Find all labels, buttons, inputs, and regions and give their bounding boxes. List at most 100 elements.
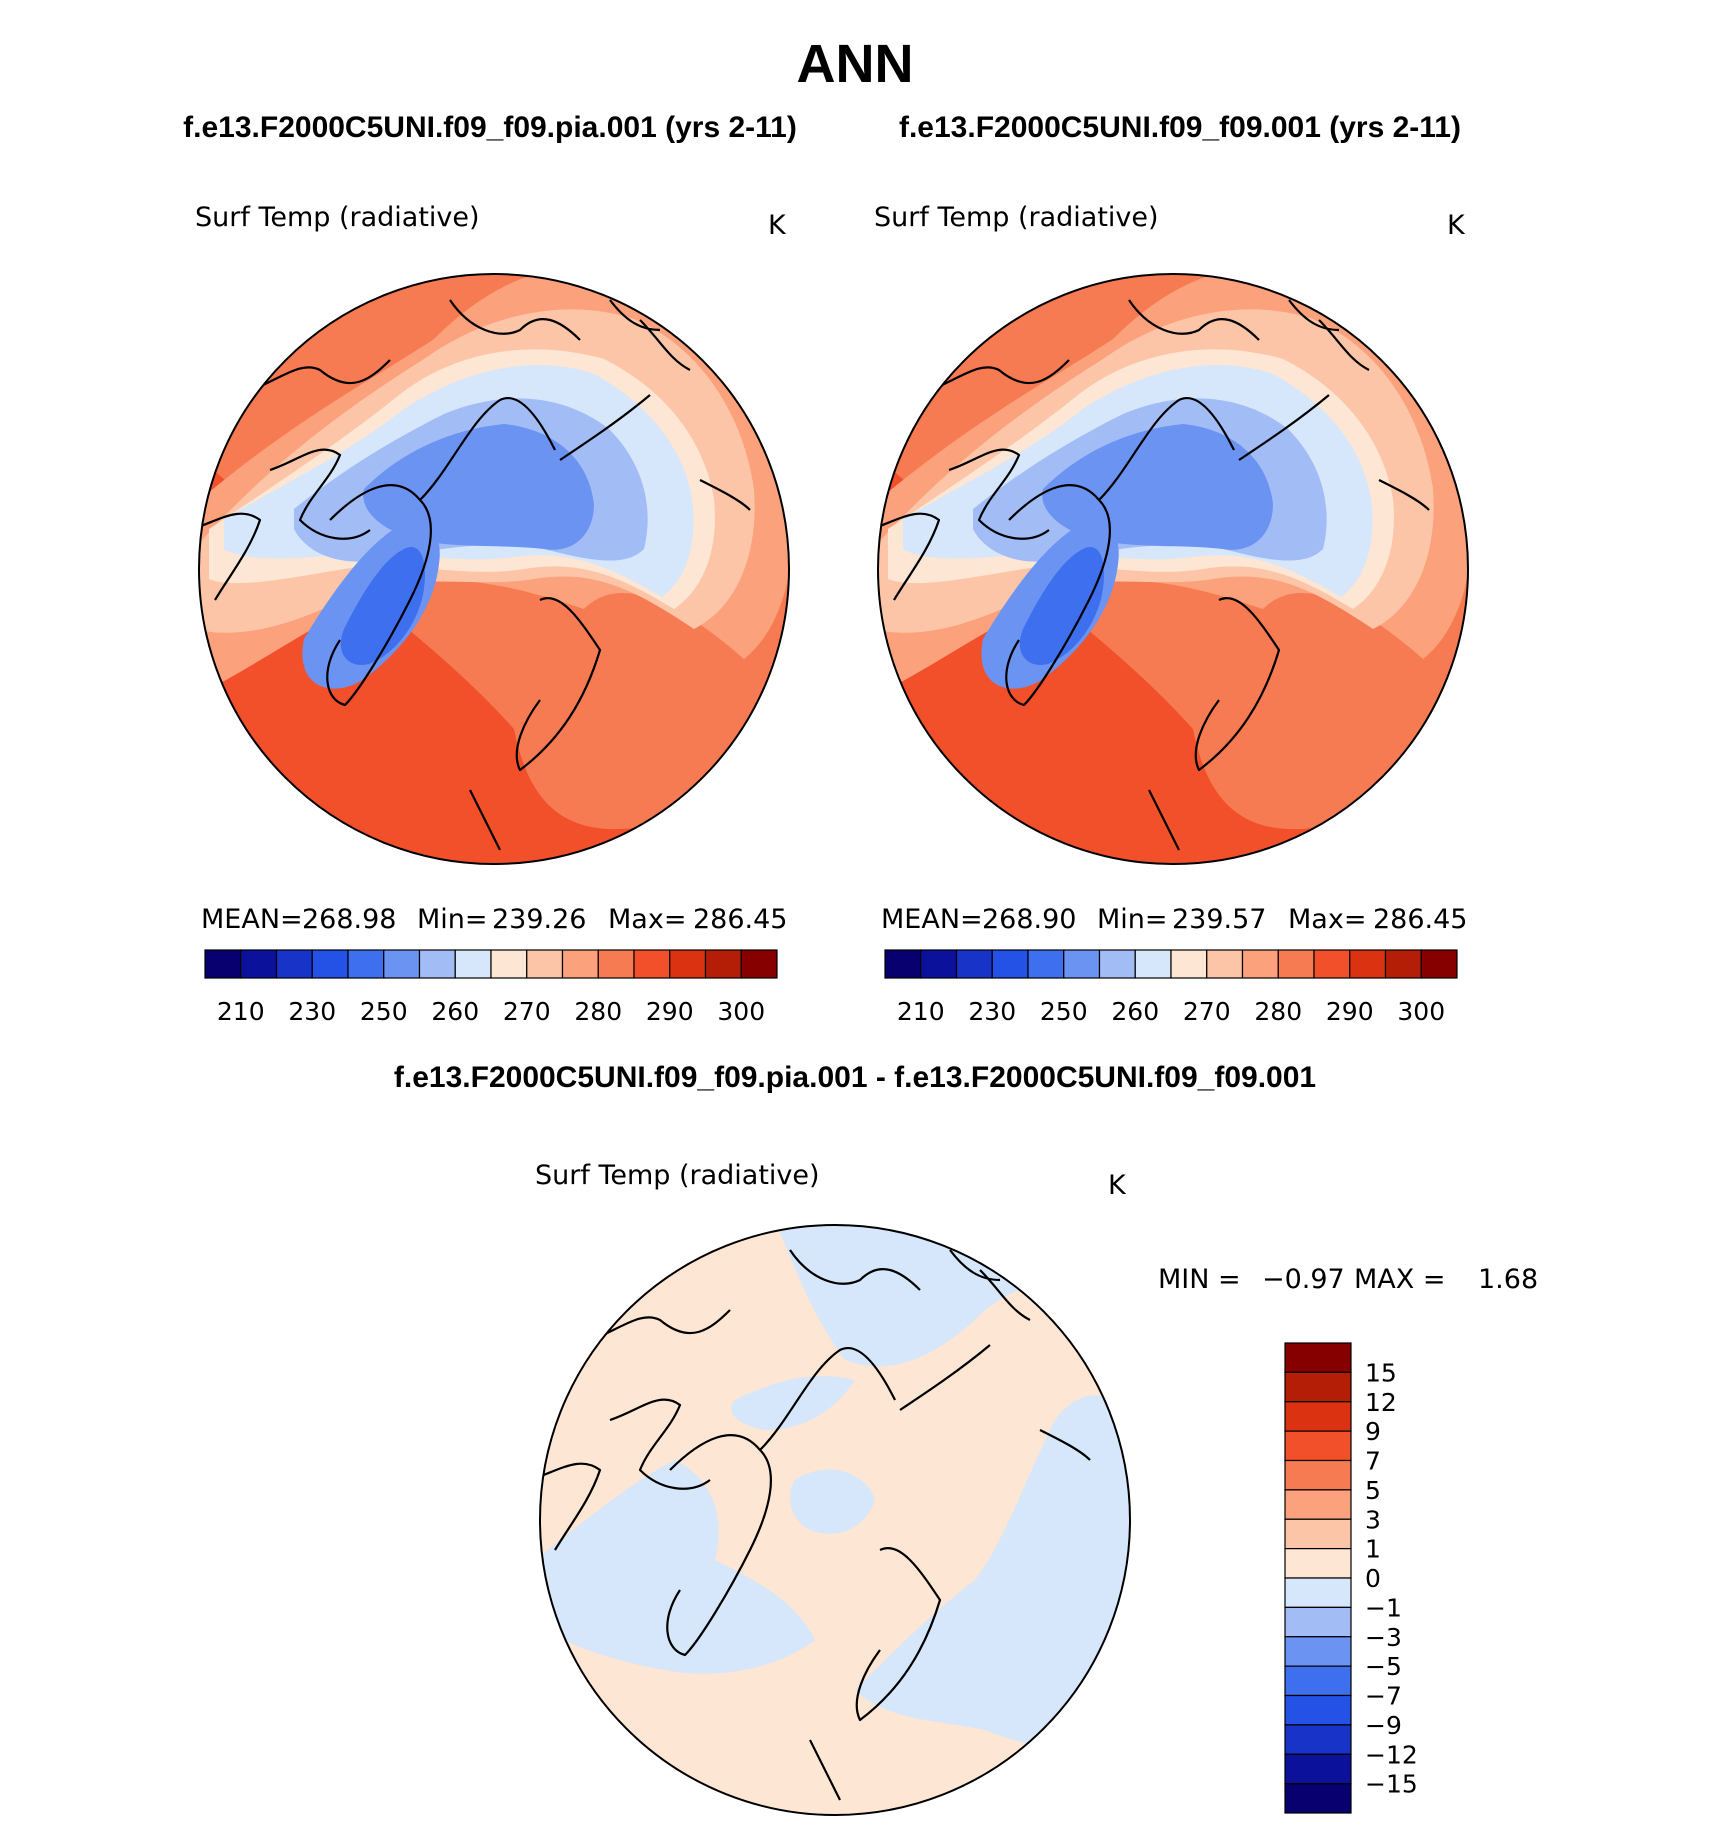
diff-field-neg-right [855, 1395, 1130, 1751]
diff-colorbar-tick-label: 12 [1365, 1388, 1397, 1417]
panel-2-colorbar-swatch-9 [1206, 949, 1244, 979]
diff-max-value: 1.68 [1478, 1264, 1539, 1295]
panel-1-polar-map [199, 274, 789, 864]
panel-1-colorbar: 210 230 250 260 270 280 290 300 [204, 949, 778, 1026]
panel-1-max-label: Max= [608, 904, 687, 935]
diff-colorbar-tick-label: −9 [1365, 1711, 1402, 1740]
panel-1-colorbar-tick-label: 230 [288, 997, 336, 1026]
panel-1-colorbar-tick-label: 280 [574, 997, 622, 1026]
diff-min-value: −0.97 [1262, 1264, 1345, 1295]
panel-2-colorbar: 210 230 250 260 270 280 290 300 [884, 949, 1458, 1026]
panel-2-colorbar-tick-label: 300 [1397, 997, 1445, 1026]
diff-colorbar-swatch-9 [1284, 1606, 1352, 1638]
panel-2-min-value: 239.57 [1172, 904, 1267, 935]
panel-2-mean-label: MEAN= [881, 904, 983, 935]
diff-colorbar-swatch-14 [1284, 1753, 1352, 1785]
diff-colorbar-swatch-13 [1284, 1724, 1352, 1755]
panel-1-field-240 [363, 424, 594, 550]
panel-1-colorbar-swatch-2 [275, 949, 313, 979]
panel-2-colorbar-tick-label: 260 [1111, 997, 1159, 1026]
panel-1-mean-label: MEAN= [201, 904, 303, 935]
panel-2-colorbar-swatch-1 [920, 949, 958, 979]
difference-polar-map [540, 1225, 1130, 1815]
panel-1-colorbar-swatch-11 [597, 949, 635, 979]
panel-1-coastlines [199, 299, 751, 851]
panel-2-case-title: f.e13.F2000C5UNI.f09_f09.001 (yrs 2-11) [898, 111, 1461, 144]
panel-1-colorbar-swatch-3 [311, 949, 349, 979]
panel-2-colorbar-swatch-13 [1349, 949, 1387, 979]
panel-1-map-boundary [198, 273, 790, 865]
difference-title: f.e13.F2000C5UNI.f09_f09.pia.001 - f.e13… [393, 1061, 1317, 1094]
panel-1-colorbar-tick-label: 260 [431, 997, 479, 1026]
panel-1-colorbar-swatch-1 [240, 949, 278, 979]
panel-2-field-240 [1042, 424, 1273, 550]
panel-2-max-label: Max= [1288, 904, 1367, 935]
diff-colorbar-tick-label: −3 [1365, 1623, 1402, 1652]
panel-2-min-label: Min= [1097, 904, 1168, 935]
diff-colorbar-tick-label: −15 [1365, 1770, 1418, 1799]
diff-coastlines [540, 1249, 1091, 1801]
diff-colorbar-swatch-0 [1284, 1342, 1352, 1373]
panel-1-mean-value: 268.98 [302, 904, 397, 935]
diff-colorbar-tick-label: −1 [1365, 1593, 1402, 1622]
panel-1-variable-label: Surf Temp (radiative) [195, 202, 480, 233]
panel-2-colorbar-swatch-14 [1384, 949, 1422, 979]
panel-1-max-value: 286.45 [693, 904, 788, 935]
panel-2-colorbar-swatch-12 [1313, 949, 1351, 979]
panel-2-colorbar-swatch-10 [1241, 949, 1279, 979]
panel-1-colorbar-swatch-7 [454, 949, 492, 979]
panel-2-max-value: 286.45 [1373, 904, 1468, 935]
panel-2-colorbar-tick-label: 270 [1183, 997, 1231, 1026]
panel-1-colorbar-tick-label: 290 [646, 997, 694, 1026]
page-title: ANN [796, 34, 914, 94]
diff-colorbar-tick-label: −12 [1365, 1740, 1418, 1769]
panel-1-colorbar-swatch-10 [561, 949, 599, 979]
diff-colorbar-tick-label: 7 [1365, 1447, 1381, 1476]
panel-1-case-title: f.e13.F2000C5UNI.f09_f09.pia.001 (yrs 2-… [183, 111, 797, 144]
panel-1-colorbar-swatch-14 [704, 949, 742, 979]
diff-colorbar-swatch-7 [1284, 1548, 1352, 1579]
panel-1-colorbar-tick-label: 250 [360, 997, 408, 1026]
panel-2-colorbar-tick-label: 250 [1040, 997, 1088, 1026]
diff-map-boundary [539, 1224, 1131, 1816]
diff-colorbar-tick-label: 1 [1365, 1535, 1381, 1564]
panel-1-min-value: 239.26 [492, 904, 587, 935]
panel-2-colorbar-swatch-7 [1134, 949, 1172, 979]
panel-1-units-label: K [768, 210, 786, 241]
panel-1-colorbar-swatch-4 [347, 949, 385, 979]
panel-2-colorbar-swatch-2 [955, 949, 993, 979]
diff-colorbar-swatch-11 [1284, 1665, 1352, 1697]
panel-1-colorbar-swatch-0 [204, 949, 242, 979]
panel-2-colorbar-tick-label: 290 [1326, 997, 1374, 1026]
diff-variable-label: Surf Temp (radiative) [535, 1160, 820, 1191]
diff-colorbar-swatch-15 [1284, 1783, 1352, 1814]
panel-2-greenland-230 [1019, 547, 1104, 665]
panel-2-colorbar-swatch-0 [884, 949, 922, 979]
diff-colorbar-swatch-5 [1284, 1489, 1352, 1520]
panel-2-colorbar-swatch-3 [991, 949, 1029, 979]
panel-2-colorbar-tick-label: 280 [1254, 997, 1302, 1026]
panel-2-units-label: K [1447, 210, 1465, 241]
diff-colorbar-tick-label: 15 [1365, 1358, 1397, 1387]
panel-1-colorbar-swatch-15 [740, 949, 778, 979]
diff-field-neg-left [540, 1460, 815, 1674]
diff-colorbar-swatch-6 [1284, 1518, 1352, 1550]
diff-colorbar-tick-label: −7 [1365, 1682, 1402, 1711]
panel-1-colorbar-swatch-8 [490, 949, 528, 979]
panel-1-colorbar-swatch-12 [633, 949, 671, 979]
panel-2-colorbar-tick-label: 210 [897, 997, 945, 1026]
diff-field-neg-center [731, 1376, 855, 1430]
panel-1-colorbar-swatch-9 [526, 949, 564, 979]
diff-colorbar-swatch-8 [1284, 1577, 1352, 1608]
panel-2-colorbar-swatch-8 [1170, 949, 1208, 979]
diff-colorbar-swatch-12 [1284, 1694, 1352, 1726]
panel-1-colorbar-tick-label: 300 [717, 997, 765, 1026]
diff-colorbar-tick-label: 5 [1365, 1476, 1381, 1505]
panel-1-min-label: Min= [417, 904, 488, 935]
diff-colorbar-swatch-10 [1284, 1636, 1352, 1667]
panel-2-colorbar-swatch-11 [1277, 949, 1315, 979]
diff-colorbar-swatch-4 [1284, 1459, 1352, 1491]
diff-colorbar-tick-label: 0 [1365, 1564, 1381, 1593]
